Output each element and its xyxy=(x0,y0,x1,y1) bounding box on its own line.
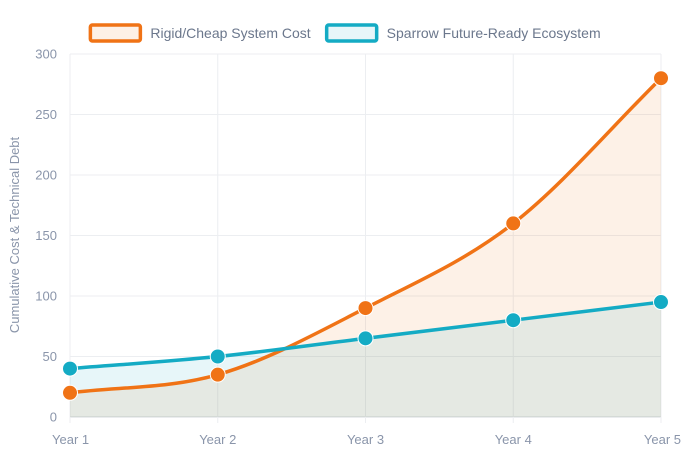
data-point[interactable] xyxy=(653,294,669,311)
legend-item-1[interactable]: Rigid/Cheap System Cost xyxy=(88,23,311,43)
y-tick-label: 0 xyxy=(50,410,57,425)
data-point[interactable] xyxy=(505,215,522,232)
axis-layer: 0 50 100 150 200 250 300 Year 1 Year 2 Year 3 Year… xyxy=(35,47,681,448)
y-axis-title: Cumulative Cost & Technical Debt xyxy=(7,136,22,333)
x-tick-label: Year 3 xyxy=(347,432,384,447)
data-point[interactable] xyxy=(209,348,226,365)
y-tick-label: 150 xyxy=(35,228,57,243)
data-point[interactable] xyxy=(209,366,226,383)
legend-item-2[interactable]: Sparrow Future-Ready Ecosystem xyxy=(324,23,601,43)
legend-label: Sparrow Future-Ready Ecosystem xyxy=(387,25,601,41)
y-tick-label: 50 xyxy=(43,349,57,364)
point-layer xyxy=(62,70,669,401)
legend-swatch xyxy=(324,23,379,43)
y-tick-label: 100 xyxy=(35,289,57,304)
x-tick-label: Year 1 xyxy=(52,432,89,447)
data-point[interactable] xyxy=(62,360,78,377)
area-layer xyxy=(70,78,661,417)
legend: Rigid/Cheap System Cost Sparrow Future-Re… xyxy=(88,23,601,43)
legend-label: Rigid/Cheap System Cost xyxy=(150,25,310,41)
y-tick-label: 200 xyxy=(35,168,57,183)
x-tick-label: Year 2 xyxy=(199,432,236,447)
legend-swatch xyxy=(88,23,143,43)
x-tick-label: Year 4 xyxy=(495,432,532,447)
series-area-2 xyxy=(70,302,661,417)
y-tick-label: 250 xyxy=(35,107,57,122)
x-tick-label: Year 5 xyxy=(644,432,681,447)
data-point[interactable] xyxy=(653,70,669,87)
grid-layer xyxy=(69,53,662,423)
data-point[interactable] xyxy=(505,312,522,329)
y-tick-label: 300 xyxy=(35,47,57,62)
data-point[interactable] xyxy=(62,384,78,401)
data-point[interactable] xyxy=(357,330,374,347)
series-area-1 xyxy=(70,78,661,417)
data-point[interactable] xyxy=(357,300,374,317)
